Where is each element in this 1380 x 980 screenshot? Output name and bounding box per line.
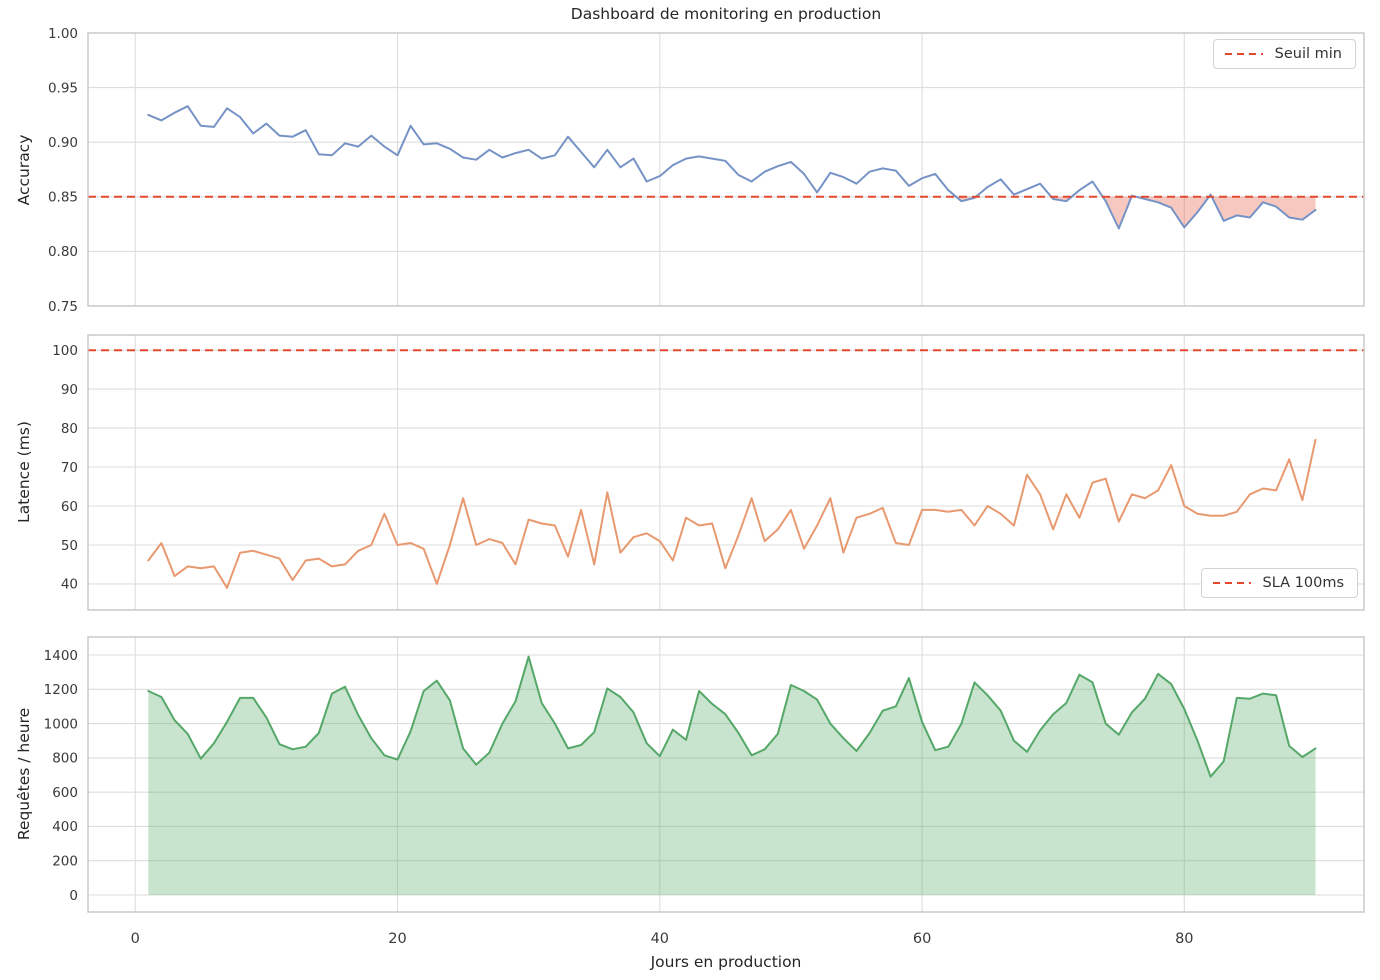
- legend-sla-100ms-label: SLA 100ms: [1262, 575, 1345, 591]
- requests-line: [147, 655, 1317, 778]
- legend-sla-100ms: SLA 100ms: [1200, 568, 1358, 598]
- requests-y-tick-label: 1400: [44, 648, 78, 664]
- latency-y-tick-label: 100: [52, 343, 78, 359]
- accuracy-panel: 0.75 0.80 0.85 0.90 0.95 1.00: [48, 26, 1365, 315]
- latency-panel: 40 50 60 70 80 90 100: [52, 334, 1365, 611]
- legend-seuil-min: Seuil min: [1212, 39, 1356, 69]
- requests-y-tick-label: 800: [52, 751, 78, 767]
- accuracy-below-threshold-fill: [1211, 196, 1316, 221]
- accuracy-y-tick-label: 1.00: [48, 26, 78, 42]
- accuracy-y-tick-label: 0.90: [48, 135, 78, 151]
- latency-spines: [87, 334, 1365, 611]
- latency-line: [147, 438, 1317, 589]
- accuracy-line: [147, 105, 1317, 230]
- latency-y-tick-label: 50: [61, 538, 78, 554]
- sla-dash-sample-icon: [1212, 581, 1251, 585]
- requests-y-tick-label: 1200: [44, 682, 78, 698]
- requests-spines: [87, 636, 1365, 913]
- latency-y-tick-label: 40: [61, 577, 78, 593]
- x-tick-label: 0: [131, 931, 140, 947]
- requests-y-tick-label: 600: [52, 785, 78, 801]
- accuracy-y-tick-label: 0.75: [48, 299, 78, 315]
- x-tick-label: 80: [1175, 931, 1193, 947]
- x-tick-label: 60: [913, 931, 931, 947]
- requests-y-tick-label: 0: [69, 888, 78, 904]
- requests-y-tick-label: 400: [52, 819, 78, 835]
- requests-axis-label: Requêtes / heure: [15, 707, 33, 841]
- x-tick-label: 20: [388, 931, 406, 947]
- threshold-dash-sample-icon: [1224, 52, 1263, 56]
- figure-title: Dashboard de monitoring en production: [570, 5, 882, 23]
- requests-area-fill: [148, 656, 1316, 895]
- latency-y-tick-label: 90: [61, 382, 78, 398]
- latency-y-tick-label: 80: [61, 421, 78, 437]
- requests-panel: 0 200 400 600 800 1000 1200 1400: [44, 636, 1365, 913]
- accuracy-axis-label: Accuracy: [15, 134, 33, 206]
- latency-y-tick-label: 70: [61, 460, 78, 476]
- accuracy-below-threshold-fill: [1102, 196, 1132, 229]
- accuracy-y-tick-label: 0.85: [48, 190, 78, 206]
- x-axis-label: Jours en production: [650, 953, 802, 971]
- accuracy-y-tick-label: 0.95: [48, 80, 78, 96]
- accuracy-y-tick-label: 0.80: [48, 244, 78, 260]
- legend-seuil-min-label: Seuil min: [1274, 46, 1342, 62]
- requests-y-tick-label: 1000: [44, 716, 78, 732]
- latency-y-tick-label: 60: [61, 499, 78, 515]
- x-tick-labels: 0 20 40 60 80: [131, 931, 1194, 947]
- x-tick-label: 40: [651, 931, 669, 947]
- accuracy-spines: [87, 32, 1365, 307]
- latency-axis-label: Latence (ms): [15, 421, 33, 523]
- requests-y-tick-label: 200: [52, 854, 78, 870]
